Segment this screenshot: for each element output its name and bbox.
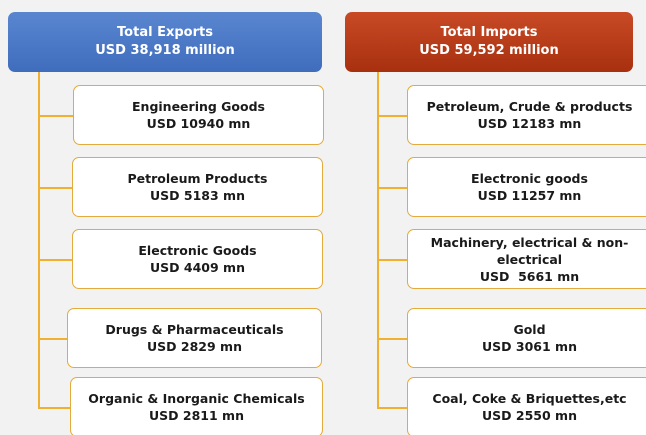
item-box: Electronic goods USD 11257 mn [407,157,646,217]
item-value: USD 3061 mn [482,339,577,354]
item-value: USD 5661 mn [479,268,580,284]
item-label: Machinery, electrical & non-electrical [430,234,629,267]
header-title: Total Imports [440,25,538,40]
item-value: USD 12183 mn [477,116,582,131]
connector [377,338,407,340]
item-value: USD 10940 mn [146,116,251,131]
connector [377,72,379,407]
connector [377,407,407,409]
connector [377,259,407,261]
item-value: USD 2550 mn [482,408,577,423]
item-label: Petroleum, Crude & products [426,99,633,114]
connector [38,72,40,407]
header-box: Total Imports USD 59,592 million [345,12,633,72]
item-label: Gold [513,322,546,337]
item-label: Drugs & Pharmaceuticals [105,322,284,337]
item-box: Coal, Coke & Briquettes,etc USD 2550 mn [407,377,646,435]
item-label: Electronic goods [471,171,588,186]
header-value: USD 59,592 million [419,43,559,58]
header-box: Total Exports USD 38,918 million [8,12,322,72]
item-value: USD 5183 mn [150,188,245,203]
item-box: Machinery, electrical & non-electrical US… [407,229,646,289]
item-label: Coal, Coke & Briquettes,etc [432,391,627,406]
item-label: Organic & Inorganic Chemicals [88,391,305,406]
item-box: Organic & Inorganic Chemicals USD 2811 mn [70,377,323,435]
item-box: Engineering Goods USD 10940 mn [73,85,324,145]
item-value: USD 2811 mn [149,408,244,423]
connector [38,338,67,340]
item-value: USD 4409 mn [150,260,245,275]
connector [38,259,72,261]
connector [38,407,70,409]
item-label: Engineering Goods [132,99,265,114]
item-value: USD 11257 mn [477,188,582,203]
item-box: Petroleum, Crude & products USD 12183 mn [407,85,646,145]
connector [377,115,407,117]
header-title: Total Exports [117,25,213,40]
item-label: Electronic Goods [138,243,257,258]
connector [38,187,72,189]
item-box: Electronic Goods USD 4409 mn [72,229,323,289]
item-box: Gold USD 3061 mn [407,308,646,368]
item-box: Petroleum Products USD 5183 mn [72,157,323,217]
item-box: Drugs & Pharmaceuticals USD 2829 mn [67,308,322,368]
item-label: Petroleum Products [127,171,268,186]
header-value: USD 38,918 million [95,43,235,58]
connector [38,115,73,117]
item-value: USD 2829 mn [147,339,242,354]
connector [377,187,407,189]
